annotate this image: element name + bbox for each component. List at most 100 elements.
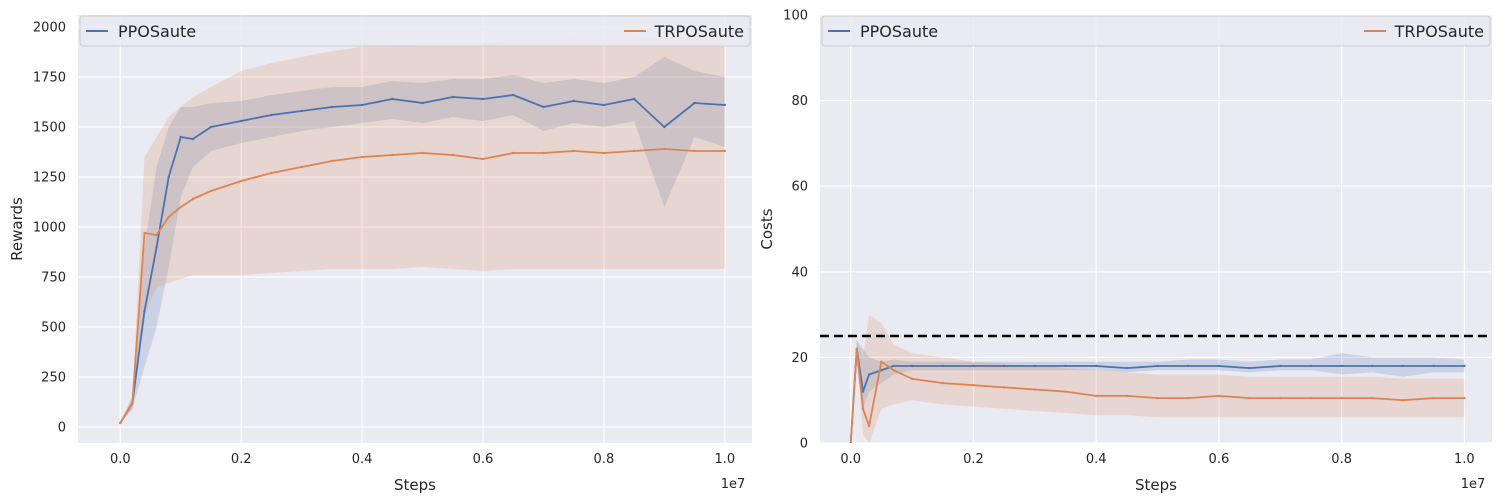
data-point-pposaute xyxy=(167,175,170,179)
y-tick-label: 500 xyxy=(41,321,66,336)
data-point-pposaute xyxy=(240,119,243,123)
data-point-trposaute xyxy=(119,421,122,425)
data-point-pposaute xyxy=(1002,364,1006,368)
y-tick-label: 2000 xyxy=(33,21,66,36)
data-point-trposaute xyxy=(972,384,975,387)
data-point-pposaute xyxy=(360,103,364,107)
x-tick-label: 0.2 xyxy=(963,452,984,467)
data-point-trposaute xyxy=(910,377,914,380)
y-tick-label: 1250 xyxy=(33,171,66,186)
data-point-trposaute xyxy=(421,151,424,155)
x-tick-label: 0.2 xyxy=(231,452,252,467)
series-band-trposaute xyxy=(120,37,725,423)
legend-label-trpo: TRPOSaute xyxy=(1394,22,1484,41)
data-point-trposaute xyxy=(143,231,146,235)
data-point-pposaute xyxy=(693,101,696,105)
data-point-pposaute xyxy=(1064,364,1067,368)
x-tick-label: 1.0 xyxy=(714,452,735,467)
data-point-pposaute xyxy=(209,125,213,129)
rewards-chart: 0.0 0.2 0.4 0.6 0.8 1.0 0 250 500 750 1000 1250 1500… xyxy=(8,15,752,494)
data-point-trposaute xyxy=(1033,388,1036,391)
data-point-pposaute xyxy=(1217,364,1221,368)
legend: PPOSaute TRPOSaute xyxy=(79,15,751,47)
legend-label-trpo: TRPOSaute xyxy=(654,22,744,41)
data-point-pposaute xyxy=(421,101,424,105)
data-point-pposaute xyxy=(1371,364,1374,368)
x-tick-label: 0.6 xyxy=(1209,452,1230,467)
data-point-trposaute xyxy=(1094,394,1098,398)
data-point-pposaute xyxy=(451,95,454,99)
data-point-pposaute xyxy=(1156,364,1159,368)
data-point-trposaute xyxy=(1432,396,1435,400)
data-point-trposaute xyxy=(1401,399,1405,402)
x-axis-label: Steps xyxy=(394,476,436,494)
data-point-pposaute xyxy=(542,105,545,109)
x-tick-label: 0.0 xyxy=(840,452,861,467)
x-tick-label: 0.0 xyxy=(110,452,131,467)
data-point-trposaute xyxy=(1371,396,1374,400)
plot-area xyxy=(820,15,1492,443)
data-point-trposaute xyxy=(1125,394,1129,398)
x-tick-label: 0.4 xyxy=(1086,452,1107,467)
x-offset-label: 1e7 xyxy=(721,477,746,492)
data-point-pposaute xyxy=(867,373,871,376)
data-point-trposaute xyxy=(481,157,485,161)
data-point-pposaute xyxy=(1248,366,1251,370)
y-tick-label: 80 xyxy=(791,94,808,109)
data-point-trposaute xyxy=(1187,396,1190,400)
data-point-pposaute xyxy=(481,97,485,101)
data-point-trposaute xyxy=(391,153,394,157)
data-point-trposaute xyxy=(861,407,865,410)
data-point-pposaute xyxy=(663,125,666,129)
legend-box xyxy=(821,15,1491,47)
data-point-pposaute xyxy=(723,103,726,107)
data-point-trposaute xyxy=(693,149,696,153)
data-point-pposaute xyxy=(1401,364,1405,368)
data-point-pposaute xyxy=(1187,364,1190,368)
data-point-pposaute xyxy=(1463,364,1466,368)
data-point-trposaute xyxy=(855,347,859,351)
y-tick-label: 1500 xyxy=(33,121,66,136)
data-point-trposaute xyxy=(451,153,454,157)
data-point-trposaute xyxy=(632,149,636,153)
data-point-trposaute xyxy=(723,149,726,153)
data-point-trposaute xyxy=(1156,396,1159,400)
data-point-trposaute xyxy=(167,215,170,219)
data-point-trposaute xyxy=(191,197,195,201)
y-tick-label: 1000 xyxy=(33,221,66,236)
data-point-trposaute xyxy=(1279,396,1282,400)
data-point-pposaute xyxy=(1309,364,1313,368)
plot-data xyxy=(119,37,726,425)
data-point-trposaute xyxy=(602,151,606,155)
data-point-trposaute xyxy=(663,147,666,151)
data-point-trposaute xyxy=(360,155,364,159)
data-point-pposaute xyxy=(941,364,944,368)
y-axis-label: Rewards xyxy=(8,197,26,261)
data-point-trposaute xyxy=(1248,396,1251,400)
data-point-trposaute xyxy=(1309,396,1313,400)
data-point-trposaute xyxy=(270,171,273,175)
data-point-trposaute xyxy=(131,401,134,405)
legend: PPOSaute TRPOSaute xyxy=(821,15,1491,47)
y-tick-label: 250 xyxy=(41,371,66,386)
y-tick-label: 0 xyxy=(800,437,808,452)
data-point-pposaute xyxy=(1094,364,1098,368)
data-point-trposaute xyxy=(867,424,871,428)
data-point-pposaute xyxy=(602,103,606,107)
plot-data xyxy=(820,314,1492,443)
data-point-pposaute xyxy=(1033,364,1036,368)
x-offset-label: 1e7 xyxy=(1461,477,1486,492)
data-point-trposaute xyxy=(179,205,182,209)
series-band-pposaute xyxy=(120,57,725,423)
data-point-pposaute xyxy=(861,390,865,393)
data-point-pposaute xyxy=(892,364,895,368)
data-point-trposaute xyxy=(512,151,515,155)
x-axis-label: Steps xyxy=(1135,476,1177,494)
data-point-pposaute xyxy=(910,364,914,368)
data-point-pposaute xyxy=(143,309,146,313)
data-point-trposaute xyxy=(849,441,852,443)
data-point-pposaute xyxy=(572,99,575,103)
y-tick-label: 60 xyxy=(791,180,808,195)
data-point-trposaute xyxy=(892,369,895,372)
